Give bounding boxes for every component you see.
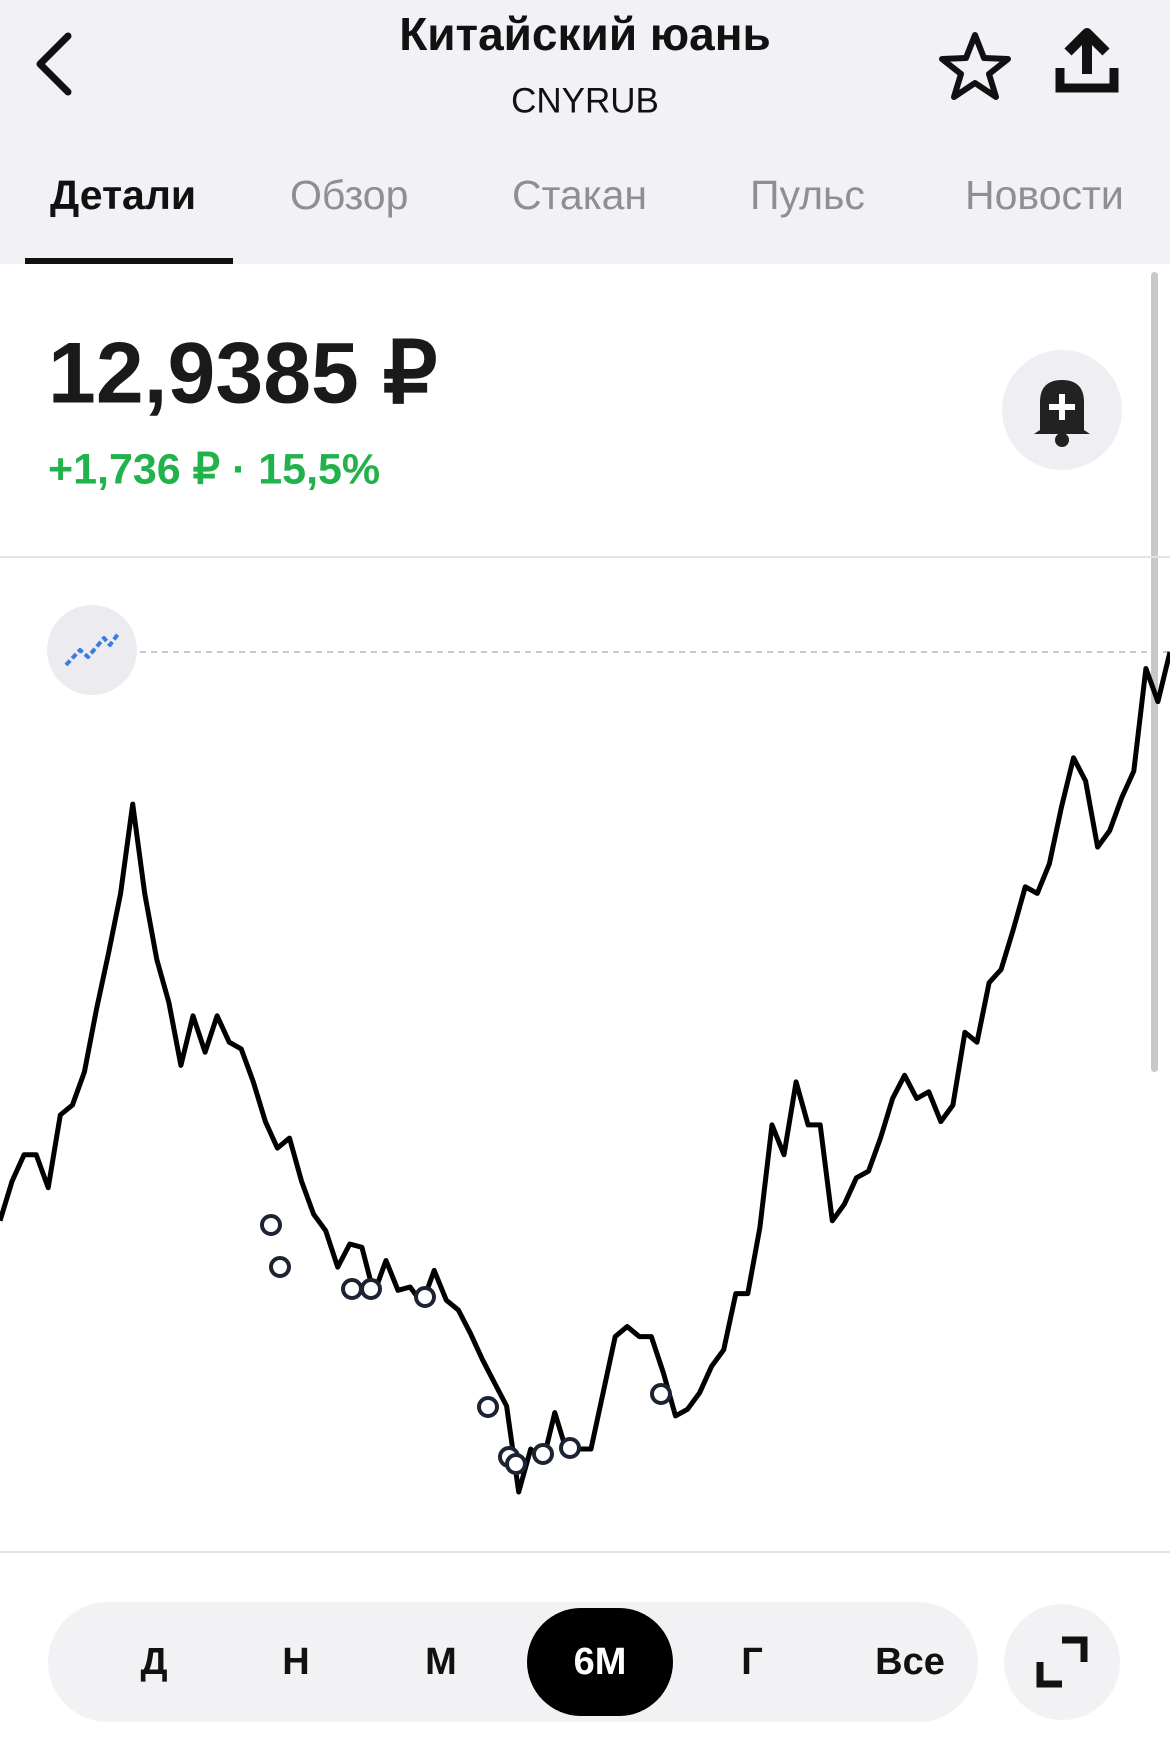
chart-type-button[interactable] [47, 605, 137, 695]
price-line [0, 651, 1170, 1495]
title: Китайский юань [399, 8, 771, 60]
fullscreen-button[interactable] [1004, 1604, 1120, 1720]
trade-markers [260, 1214, 672, 1475]
scrollbar [1151, 272, 1158, 1072]
back-button[interactable] [36, 32, 72, 96]
period-bar [48, 1602, 978, 1722]
alert-button[interactable] [1002, 350, 1122, 470]
header-bg [0, 0, 1170, 264]
tab[interactable]: Новости [965, 172, 1124, 218]
tabs: Детали Обзор Стакан Пульс Новости [25, 172, 1124, 264]
tab[interactable]: Обзор [290, 172, 408, 218]
tab-indicator [25, 258, 233, 264]
tab[interactable]: Пульс [750, 172, 865, 218]
tab[interactable]: Стакан [512, 172, 647, 218]
period-option[interactable]: Д [140, 1641, 167, 1683]
period-option[interactable]: 6М [574, 1641, 627, 1683]
period-selected [527, 1608, 673, 1716]
period-option[interactable]: Н [282, 1641, 309, 1683]
favorite-button[interactable] [939, 32, 1011, 100]
price: 12,9385 ₽ [48, 326, 437, 422]
period-option[interactable]: Все [875, 1641, 945, 1683]
price-change: +1,736 ₽ · 15,5% [48, 445, 380, 493]
chart [0, 651, 1170, 1495]
period-option[interactable]: М [425, 1641, 457, 1683]
tab[interactable]: Детали [50, 172, 196, 218]
subtitle: CNYRUB [511, 81, 659, 120]
period-option[interactable]: Г [741, 1641, 763, 1683]
periods: Д Н М 6М Г Все [140, 1608, 945, 1716]
share-button[interactable] [1055, 28, 1119, 93]
